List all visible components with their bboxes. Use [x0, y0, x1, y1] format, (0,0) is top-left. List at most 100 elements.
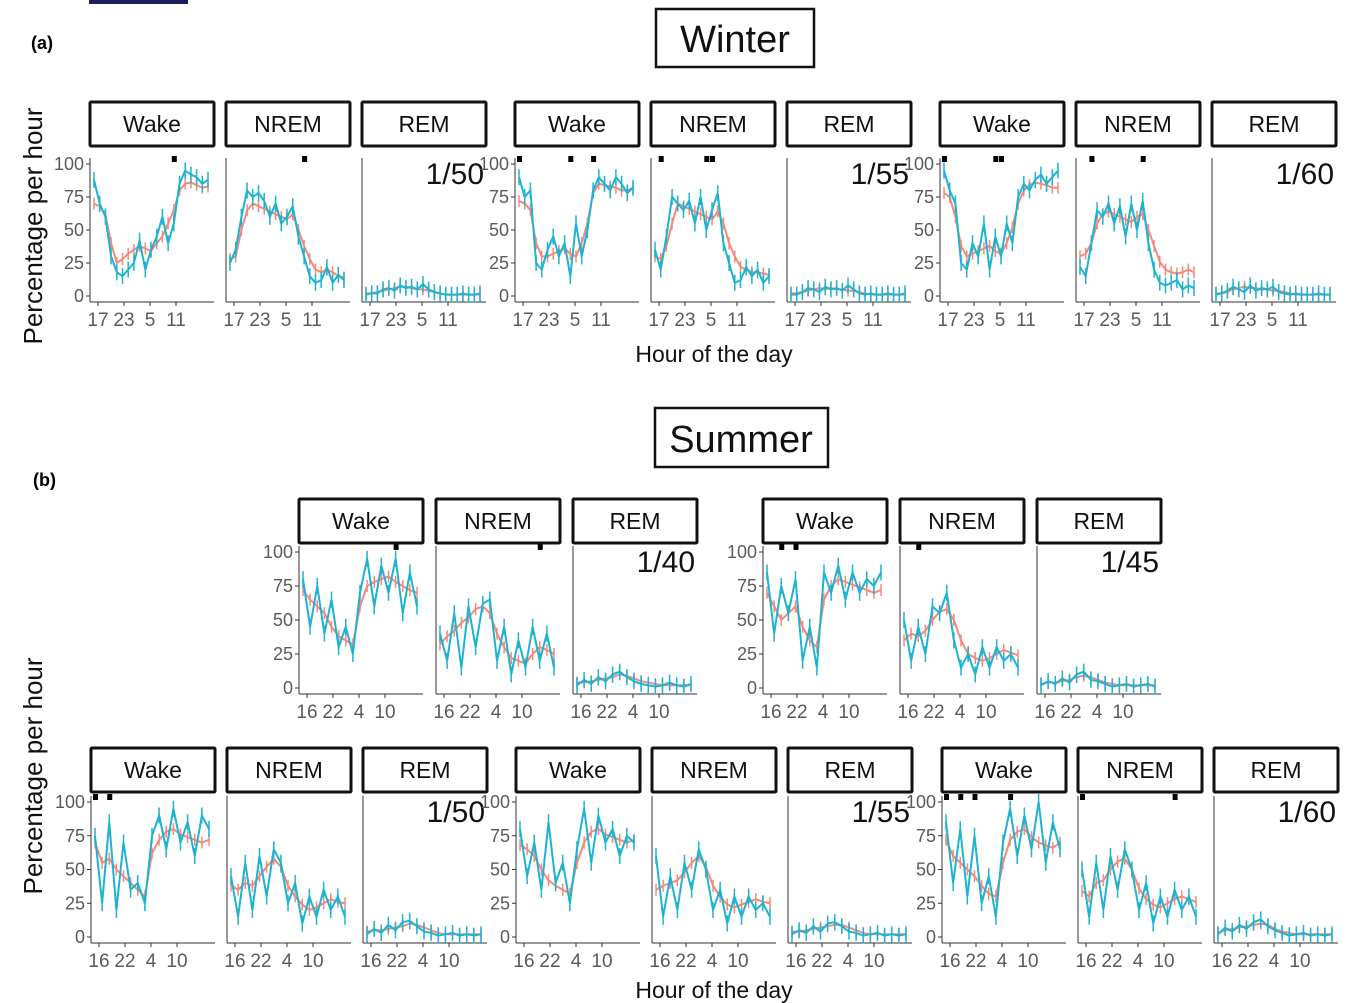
x-tick-label: 17: [512, 310, 533, 331]
y-tick-label: 0: [926, 927, 936, 947]
facet-nrem: NREM 17 23 5 11: [223, 100, 352, 331]
strip-label: REM: [399, 757, 450, 783]
y-tick-label: 75: [490, 826, 510, 846]
x-tick-label: 16: [360, 951, 381, 972]
significance-marker: [107, 794, 113, 800]
strip-box: [1210, 100, 1338, 148]
strip-label: NREM: [1104, 111, 1172, 137]
significance-marker: [302, 156, 308, 162]
x-tick-label: 4: [707, 951, 718, 972]
x-tick-label: 5: [842, 310, 853, 331]
strip-label: REM: [823, 111, 874, 137]
y-tick-label: 50: [737, 610, 757, 630]
x-tick-label: 5: [570, 310, 581, 331]
y-tick-label: 0: [500, 927, 510, 947]
significance-marker: [1080, 794, 1085, 800]
ratio-label: 1/60: [1278, 796, 1336, 829]
x-tick-label: 22: [539, 951, 560, 972]
xlabel-winter: Hour of the day: [635, 341, 793, 367]
facet-nrem: NREM 16 22 4 10: [649, 746, 778, 972]
strip-label: NREM: [928, 508, 996, 534]
strip-box: [225, 746, 353, 794]
significance-marker: [916, 544, 922, 550]
y-tick-label: 50: [273, 610, 293, 630]
x-tick-label: 22: [811, 951, 832, 972]
x-tick-label: 5: [1131, 310, 1142, 331]
x-tick-label: 17: [1209, 310, 1230, 331]
y-tick-label: 0: [747, 678, 757, 698]
y-tick-label: 0: [499, 286, 509, 306]
y-tick-label: 25: [65, 893, 85, 913]
strip-box: [571, 497, 699, 545]
y-tick-label: 100: [55, 792, 85, 812]
x-tick-label: 10: [1112, 702, 1133, 723]
x-tick-label: 16: [433, 702, 454, 723]
strip-box: [650, 746, 778, 794]
strip-label: NREM: [254, 111, 322, 137]
significance-marker: [999, 156, 1004, 162]
x-tick-label: 22: [1101, 951, 1122, 972]
x-tick-label: 17: [359, 310, 380, 331]
facet-wake: Wake 0 25 50 75 100 16 22 4 10: [906, 746, 1068, 972]
significance-marker: [972, 794, 978, 800]
x-tick-label: 22: [1060, 702, 1081, 723]
strip-box: [224, 100, 352, 148]
ylabel-winter: Percentage per hour: [18, 107, 48, 344]
y-tick-label: 25: [489, 253, 509, 273]
significance-marker: [1089, 156, 1095, 162]
y-tick-label: 50: [914, 220, 934, 240]
y-tick-label: 75: [489, 187, 509, 207]
facet-nrem: NREM 17 23 5 11: [648, 100, 777, 331]
strip-box: [297, 497, 425, 545]
x-tick-label: 16: [785, 951, 806, 972]
x-tick-label: 16: [939, 951, 960, 972]
x-tick-label: 11: [1016, 310, 1036, 331]
y-tick-label: 0: [924, 286, 934, 306]
x-tick-label: 22: [923, 702, 944, 723]
x-tick-label: 4: [818, 702, 829, 723]
winter-title-box: [654, 7, 816, 69]
summer-title: Summer: [669, 419, 813, 461]
winter-title: Winter: [680, 19, 790, 61]
y-tick-label: 100: [480, 792, 510, 812]
x-tick-label: 4: [628, 702, 639, 723]
y-tick-label: 100: [479, 154, 509, 174]
facet-rem: REM 17 23 5 11: [359, 100, 488, 331]
strip-label: Wake: [123, 111, 181, 137]
significance-marker: [658, 156, 664, 162]
strip-box: [1212, 746, 1340, 794]
x-tick-label: 23: [113, 310, 134, 331]
y-tick-label: 25: [737, 644, 757, 664]
y-tick-label: 100: [727, 542, 757, 562]
facet-wake: Wake 0 25 50 75 100 16 22 4 10: [727, 497, 889, 723]
x-tick-label: 4: [1092, 702, 1103, 723]
facet-rem: REM 16 22 4 10: [1211, 746, 1340, 972]
strip-box: [513, 100, 641, 148]
x-tick-label: 23: [963, 310, 984, 331]
facet-wake: Wake 0 25 50 75 100 17 23 5 11: [479, 100, 641, 331]
ratio-label: 1/50: [426, 158, 484, 191]
strip-box: [1035, 497, 1163, 545]
x-tick-label: 22: [322, 702, 343, 723]
facet-wake: Wake 0 25 50 75 100 16 22 4 10: [480, 746, 642, 972]
significance-marker: [779, 544, 785, 550]
x-tick-label: 17: [648, 310, 669, 331]
ratio-label: 1/40: [637, 546, 695, 579]
x-tick-label: 16: [296, 702, 317, 723]
significance-marker: [958, 794, 964, 800]
y-tick-label: 25: [914, 253, 934, 273]
y-tick-label: 25: [916, 893, 936, 913]
strip-label: NREM: [679, 111, 747, 137]
x-tick-label: 4: [571, 951, 582, 972]
panel-label-b: (b): [33, 470, 56, 490]
ratio-label: 1/55: [851, 158, 909, 191]
x-tick-label: 10: [838, 702, 859, 723]
significance-marker: [393, 544, 399, 550]
x-tick-label: 17: [784, 310, 805, 331]
